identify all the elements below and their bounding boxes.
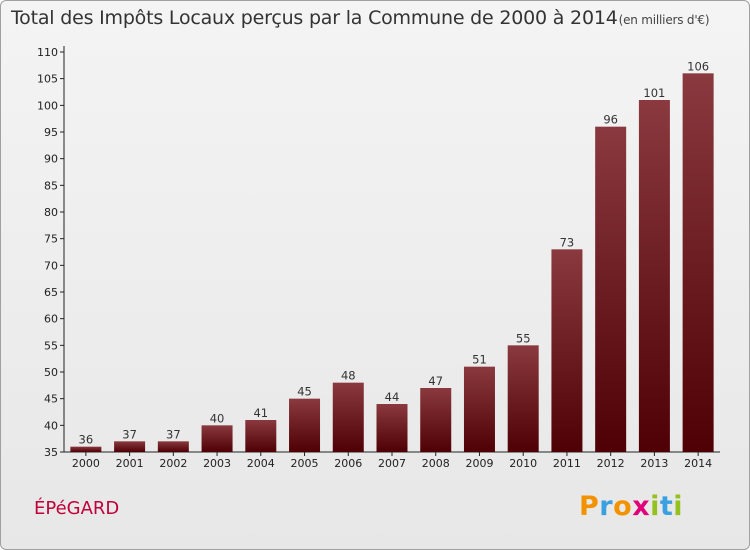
bar [682, 73, 714, 452]
y-tick-label: 40 [44, 419, 58, 432]
bar [463, 366, 495, 452]
x-tick-label: 2008 [422, 457, 450, 470]
y-tick-label: 70 [44, 259, 58, 272]
x-tick-label: 2010 [509, 457, 537, 470]
bar [332, 382, 364, 452]
y-tick-label: 35 [44, 446, 58, 459]
x-tick-label: 2011 [553, 457, 581, 470]
x-tick-label: 2002 [159, 457, 187, 470]
bar [595, 126, 627, 453]
bar [245, 420, 277, 452]
logo-letter: P [579, 491, 600, 522]
bar [201, 425, 233, 452]
commune-name: ÉPéGARD [34, 498, 120, 519]
y-tick-label: 45 [44, 393, 58, 406]
bar-value-label: 41 [253, 406, 268, 420]
bar-value-label: 106 [687, 59, 709, 73]
x-tick-label: 2000 [72, 457, 100, 470]
bar-value-label: 40 [210, 411, 225, 425]
bar-value-label: 96 [603, 113, 618, 127]
proxiti-logo[interactable]: Proxiti [579, 491, 683, 522]
bar-value-label: 37 [166, 427, 181, 441]
logo-letter: o [613, 491, 633, 522]
logo-letter: i [673, 491, 684, 522]
bar [420, 388, 452, 452]
x-tick-label: 2004 [247, 457, 275, 470]
y-tick-label: 85 [44, 179, 58, 192]
y-tick-label: 90 [44, 153, 58, 166]
bar-value-label: 45 [297, 385, 312, 399]
bar-value-label: 48 [341, 369, 356, 383]
y-tick-label: 65 [44, 286, 58, 299]
bar-value-label: 101 [643, 86, 665, 100]
bar [376, 404, 408, 452]
x-tick-label: 2006 [334, 457, 362, 470]
x-tick-label: 2005 [291, 457, 319, 470]
chart-bars [70, 73, 714, 453]
bar [638, 100, 670, 452]
x-tick-label: 2013 [640, 457, 668, 470]
x-tick-label: 2012 [597, 457, 625, 470]
bar-value-label: 44 [385, 390, 400, 404]
bar [507, 345, 539, 452]
x-tick-label: 2003 [203, 457, 231, 470]
x-tick-label: 2009 [465, 457, 493, 470]
bar [289, 398, 321, 452]
y-tick-label: 95 [44, 126, 58, 139]
y-tick-label: 75 [44, 233, 58, 246]
x-tick-label: 2001 [116, 457, 144, 470]
bar-value-label: 37 [122, 427, 137, 441]
bar [70, 446, 102, 452]
y-tick-label: 105 [37, 73, 58, 86]
bar-value-label: 36 [79, 433, 94, 447]
logo-letter: i [650, 491, 660, 522]
y-tick-label: 80 [44, 206, 58, 219]
y-tick-label: 100 [37, 99, 58, 112]
chart-title-text: Total des Impôts Locaux perçus par la Co… [11, 7, 618, 29]
x-tick-label: 2007 [378, 457, 406, 470]
logo-letter: x [632, 491, 651, 522]
bar [551, 249, 583, 452]
logo-letter: t [659, 491, 674, 522]
y-tick-label: 110 [37, 46, 58, 59]
bar-value-label: 55 [516, 331, 531, 345]
y-tick-label: 50 [44, 366, 58, 379]
x-tick-label: 2014 [684, 457, 712, 470]
chart-value-labels: 36 37 37 40 41 45 48 44 47 51 55 73 96 101 106 [79, 59, 710, 446]
bar-value-label: 73 [560, 235, 575, 249]
chart-title: Total des Impôts Locaux perçus par la Co… [11, 7, 710, 29]
y-tick-label: 60 [44, 313, 58, 326]
bar [157, 441, 189, 452]
bar-value-label: 51 [472, 353, 487, 367]
chart-title-unit: (en milliers d'€) [618, 13, 710, 27]
logo-letter: r [599, 491, 614, 522]
y-tick-label: 55 [44, 339, 58, 352]
bar-value-label: 47 [428, 374, 443, 388]
bar [114, 441, 146, 452]
